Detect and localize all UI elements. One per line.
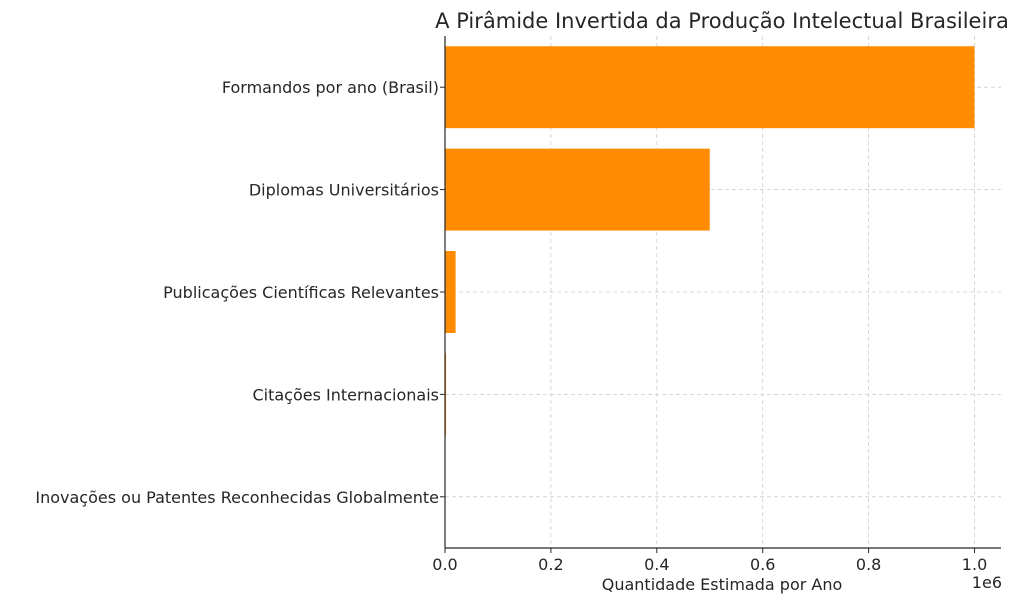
- x-tick-label: 0.4: [644, 555, 669, 574]
- x-tick-label: 0.6: [750, 555, 775, 574]
- bar: [445, 251, 456, 333]
- bars-layer: [445, 46, 975, 538]
- y-tick-label: Formandos por ano (Brasil): [222, 78, 439, 97]
- y-tick-label: Publicações Científicas Relevantes: [163, 283, 439, 302]
- y-tick-label: Diplomas Universitários: [249, 181, 439, 200]
- x-tick-label: 0.0: [432, 555, 457, 574]
- y-tick-label: Citações Internacionais: [252, 385, 439, 404]
- x-tick-label: 0.8: [856, 555, 881, 574]
- y-tick-label: Inovações ou Patentes Reconhecidas Globa…: [35, 488, 439, 507]
- bar: [445, 148, 710, 231]
- x-tick-label: 1.0: [962, 555, 987, 574]
- axes-layer: 0.0 0.2 0.4 0.6 0.8 1.0 Formandos por ano (Bra…: [35, 36, 1001, 574]
- chart-title: A Pirâmide Invertida da Produção Intelec…: [435, 9, 1009, 33]
- bar: [445, 46, 975, 129]
- x-axis-scale-label: 1e6: [972, 573, 1002, 592]
- x-axis-label: Quantidade Estimada por Ano: [602, 575, 843, 594]
- x-tick-label: 0.2: [538, 555, 563, 574]
